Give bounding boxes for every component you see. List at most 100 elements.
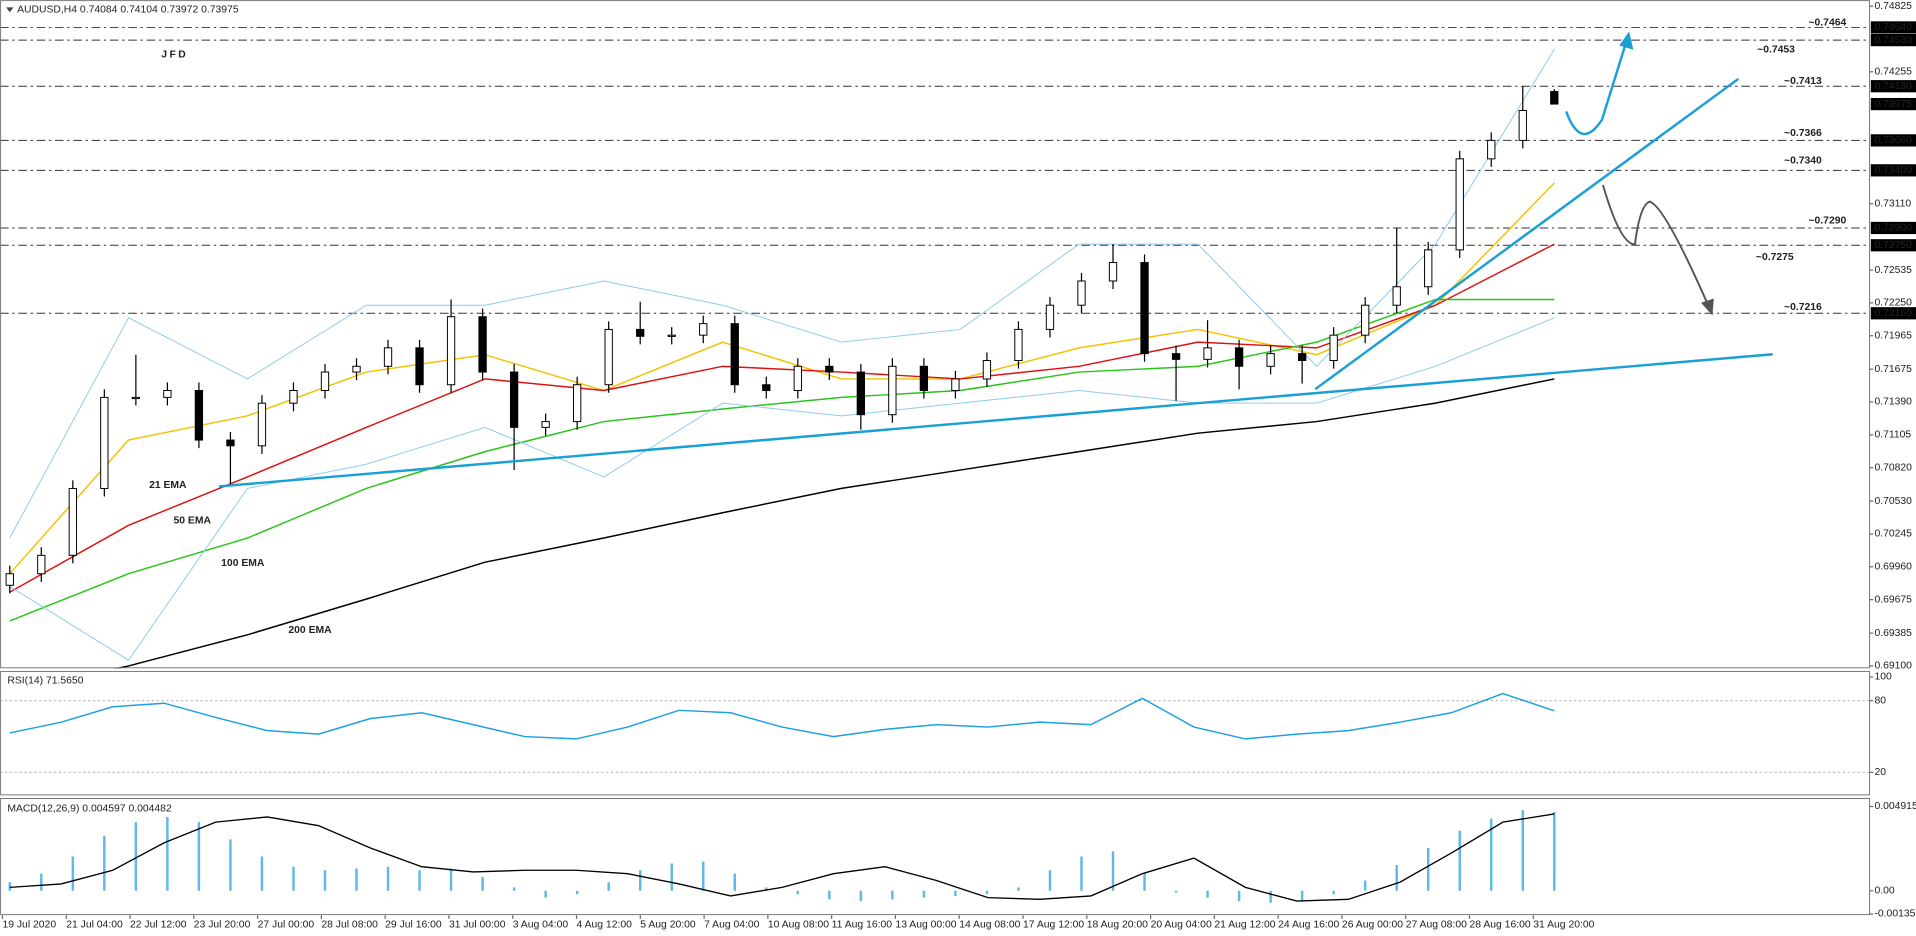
y-tick-label: 0.69385 (1874, 628, 1912, 639)
level-axis-tag (1870, 239, 1916, 252)
ema-label: 100 EMA (221, 558, 265, 569)
candle-body (509, 371, 519, 428)
x-tick-label: 7 Aug 04:00 (704, 920, 760, 931)
candle-body (446, 316, 456, 386)
x-tick-label: 17 Aug 12:00 (1023, 920, 1084, 931)
candle-body (194, 390, 204, 441)
x-tick-label: 28 Aug 16:00 (1470, 920, 1531, 931)
level-axis-tag (1870, 221, 1916, 235)
level-axis-label: 0.74640 (1874, 22, 1912, 33)
candle-body (1266, 353, 1275, 367)
candle-body (163, 390, 172, 398)
last-price-tag (1870, 97, 1916, 111)
x-tick-label: 21 Aug 12:00 (1214, 920, 1275, 931)
y-tick-label: 0.69960 (1874, 562, 1912, 573)
candle-body (257, 402, 267, 447)
level-annotation: ~0.7464 (1808, 17, 1846, 28)
panel-frame (0, 798, 1871, 916)
x-tick-label: 24 Aug 16:00 (1278, 920, 1339, 931)
logo: JFD (161, 50, 188, 61)
ema-label: 21 EMA (149, 480, 187, 491)
level-axis-tag (1870, 164, 1916, 177)
candle-body (226, 439, 235, 447)
up-arrow (1565, 40, 1628, 136)
x-tick-label: 18 Aug 20:00 (1087, 920, 1148, 931)
x-tick-label: 31 Jul 00:00 (449, 920, 506, 931)
x-tick-label: 31 Aug 20:00 (1533, 920, 1594, 931)
candle-body (1329, 334, 1338, 362)
y-tick-label: 20 (1874, 767, 1886, 778)
y-tick-label: 0.74255 (1874, 67, 1912, 78)
x-tick-label: 10 Aug 08:00 (768, 920, 829, 931)
y-tick-label: 0.69675 (1874, 594, 1912, 605)
x-tick-label: 22 Jul 12:00 (130, 920, 187, 931)
level-axis-tag (1870, 21, 1916, 34)
level-annotation: ~0.7290 (1808, 215, 1846, 226)
x-tick-label: 3 Aug 04:00 (513, 920, 569, 931)
signal-line (9, 813, 1555, 902)
x-tick-label: 29 Jul 16:00 (385, 920, 442, 931)
candle-body (919, 365, 929, 391)
level-axis-label: 0.72750 (1874, 240, 1912, 251)
panel-title: RSI(14) 71.5650 (7, 675, 83, 686)
candle-body (1234, 347, 1244, 367)
candle-body (1077, 280, 1086, 306)
level-annotation: ~0.7453 (1757, 45, 1795, 56)
candle-body (1455, 158, 1464, 251)
candle-body (289, 390, 298, 404)
level-axis-label: 0.74130 (1874, 81, 1912, 92)
candle-body (1108, 262, 1118, 282)
y-tick-label: 0.70245 (1874, 529, 1912, 540)
candle-body (1203, 347, 1212, 360)
candle-body (793, 365, 802, 391)
ema-line (112, 378, 1555, 669)
candle-body (131, 396, 141, 400)
y-tick-label: 80 (1874, 696, 1886, 707)
x-tick-label: 23 Jul 20:00 (194, 920, 251, 931)
candle-body (415, 347, 424, 386)
candle-body (1297, 353, 1307, 362)
x-tick-label: 27 Aug 08:00 (1406, 920, 1467, 931)
level-axis-label: 0.72900 (1874, 223, 1912, 234)
y-tick-label: 0.74825 (1874, 1, 1912, 12)
candle-body (1550, 91, 1559, 105)
x-tick-label: 11 Aug 16:00 (832, 920, 893, 931)
level-axis-label: 0.72160 (1874, 308, 1912, 319)
x-tick-label: 20 Aug 04:00 (1151, 920, 1212, 931)
level-annotation: ~0.7366 (1784, 128, 1822, 139)
candle-body (762, 384, 771, 391)
candle-body (1140, 262, 1149, 355)
y-tick-label: 0.00 (1874, 886, 1894, 897)
candle-body (667, 334, 676, 337)
down-arrow (1602, 184, 1710, 307)
ema-label: 200 EMA (288, 625, 332, 636)
y-tick-label: 0.72535 (1874, 265, 1912, 276)
level-axis-tag (1870, 34, 1916, 47)
candle-body (383, 347, 393, 367)
panel-title: MACD(12,26,9) 0.004597 0.004482 (7, 804, 172, 815)
x-tick-label: 14 Aug 08:00 (959, 920, 1020, 931)
candle-body (604, 328, 613, 386)
candle-body (636, 328, 645, 337)
panel-frame (0, 0, 1871, 669)
level-axis-tag (1870, 80, 1916, 93)
drawings (218, 31, 1774, 488)
candle-body (699, 323, 708, 336)
y-tick-label: 0.73110 (1874, 199, 1911, 210)
x-tick-label: 4 Aug 12:00 (577, 920, 633, 931)
y-tick-label: 0.72250 (1874, 298, 1912, 309)
candle-body (1518, 109, 1527, 141)
support-trendline (218, 353, 1774, 488)
symbol-menu-icon (6, 7, 14, 13)
panel-plot (0, 692, 1870, 773)
candle-body (5, 573, 14, 586)
y-tick-label: 0.71675 (1874, 364, 1912, 375)
level-annotation: ~0.7216 (1784, 302, 1822, 313)
candle-body (1014, 328, 1023, 362)
y-tick-label: 0.71105 (1874, 430, 1911, 441)
x-tick-label: 27 Jul 00:00 (258, 920, 315, 931)
candle-body (982, 360, 992, 380)
